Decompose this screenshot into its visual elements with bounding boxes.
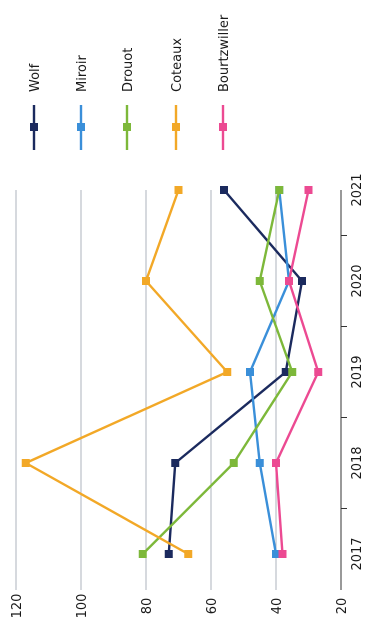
legend: Wolf Miroir Drouot Coteaux Bourtzwiller — [28, 14, 232, 150]
data-point-drouot-2017 — [138, 550, 147, 558]
data-point-drouot-2021 — [275, 186, 284, 194]
legend-item-coteaux: Coteaux — [170, 38, 185, 150]
data-point-bourtzwiller-2020 — [285, 277, 293, 285]
data-point-bourtzwiller-2017 — [278, 550, 287, 558]
grid-lines — [15, 190, 277, 590]
axis-layer: 20 40 60 80 100 120 2017 2018 2019 2020 2021 — [10, 173, 365, 618]
data-point-coteaux-2021 — [174, 186, 183, 194]
data-point-miroir-2017 — [272, 550, 280, 558]
legend-marker-coteaux — [172, 123, 180, 131]
y-tick-label-40: 40 — [270, 598, 285, 615]
y-tick-label-120: 120 — [10, 594, 25, 619]
data-point-miroir-2019 — [246, 368, 254, 376]
x-tick-label-2019: 2019 — [350, 355, 365, 388]
data-point-wolf-2018 — [171, 459, 180, 467]
y-tick-label-60: 60 — [205, 598, 220, 615]
data-point-wolf-2020 — [298, 277, 306, 285]
data-point-bourtzwiller-2021 — [304, 186, 313, 194]
legend-label-miroir: Miroir — [75, 55, 90, 92]
data-point-drouot-2020 — [255, 277, 264, 285]
legend-marker-drouot — [123, 123, 131, 131]
legend-marker-bourtzwiller — [219, 123, 227, 131]
series-coteaux — [21, 186, 232, 558]
data-point-coteaux-2019 — [223, 368, 232, 376]
y-tick-label-20: 20 — [335, 598, 350, 615]
series-wolf — [164, 186, 306, 558]
data-point-coteaux-2017 — [184, 550, 193, 558]
legend-marker-wolf — [30, 123, 38, 131]
legend-item-drouot: Drouot — [121, 48, 136, 150]
legend-item-miroir: Miroir — [75, 55, 90, 150]
data-point-coteaux-2020 — [142, 277, 150, 285]
x-tick-label-2018: 2018 — [350, 446, 365, 479]
legend-label-drouot: Drouot — [121, 48, 136, 92]
y-tick-label-80: 80 — [140, 598, 155, 615]
legend-label-coteaux: Coteaux — [170, 38, 185, 92]
legend-marker-miroir — [77, 123, 85, 131]
x-tick-label-2020: 2020 — [350, 264, 365, 297]
legend-item-wolf: Wolf — [28, 63, 43, 150]
data-point-drouot-2019 — [288, 368, 297, 376]
y-tick-label-100: 100 — [75, 594, 90, 619]
data-point-bourtzwiller-2019 — [314, 368, 323, 376]
series-bourtzwiller — [272, 186, 323, 558]
data-point-miroir-2018 — [255, 459, 264, 467]
x-tick-label-2021: 2021 — [350, 173, 365, 206]
legend-label-bourtzwiller: Bourtzwiller — [217, 14, 232, 92]
data-point-drouot-2018 — [229, 459, 238, 467]
legend-label-wolf: Wolf — [28, 63, 43, 92]
series-drouot — [138, 186, 297, 558]
data-point-wolf-2017 — [164, 550, 173, 558]
data-point-bourtzwiller-2018 — [272, 459, 280, 467]
legend-item-bourtzwiller: Bourtzwiller — [217, 14, 232, 150]
data-point-wolf-2019 — [281, 368, 290, 376]
x-tick-label-2017: 2017 — [350, 537, 365, 570]
series-layer — [21, 186, 323, 558]
data-point-wolf-2021 — [220, 186, 228, 194]
data-point-coteaux-2018 — [21, 459, 30, 467]
